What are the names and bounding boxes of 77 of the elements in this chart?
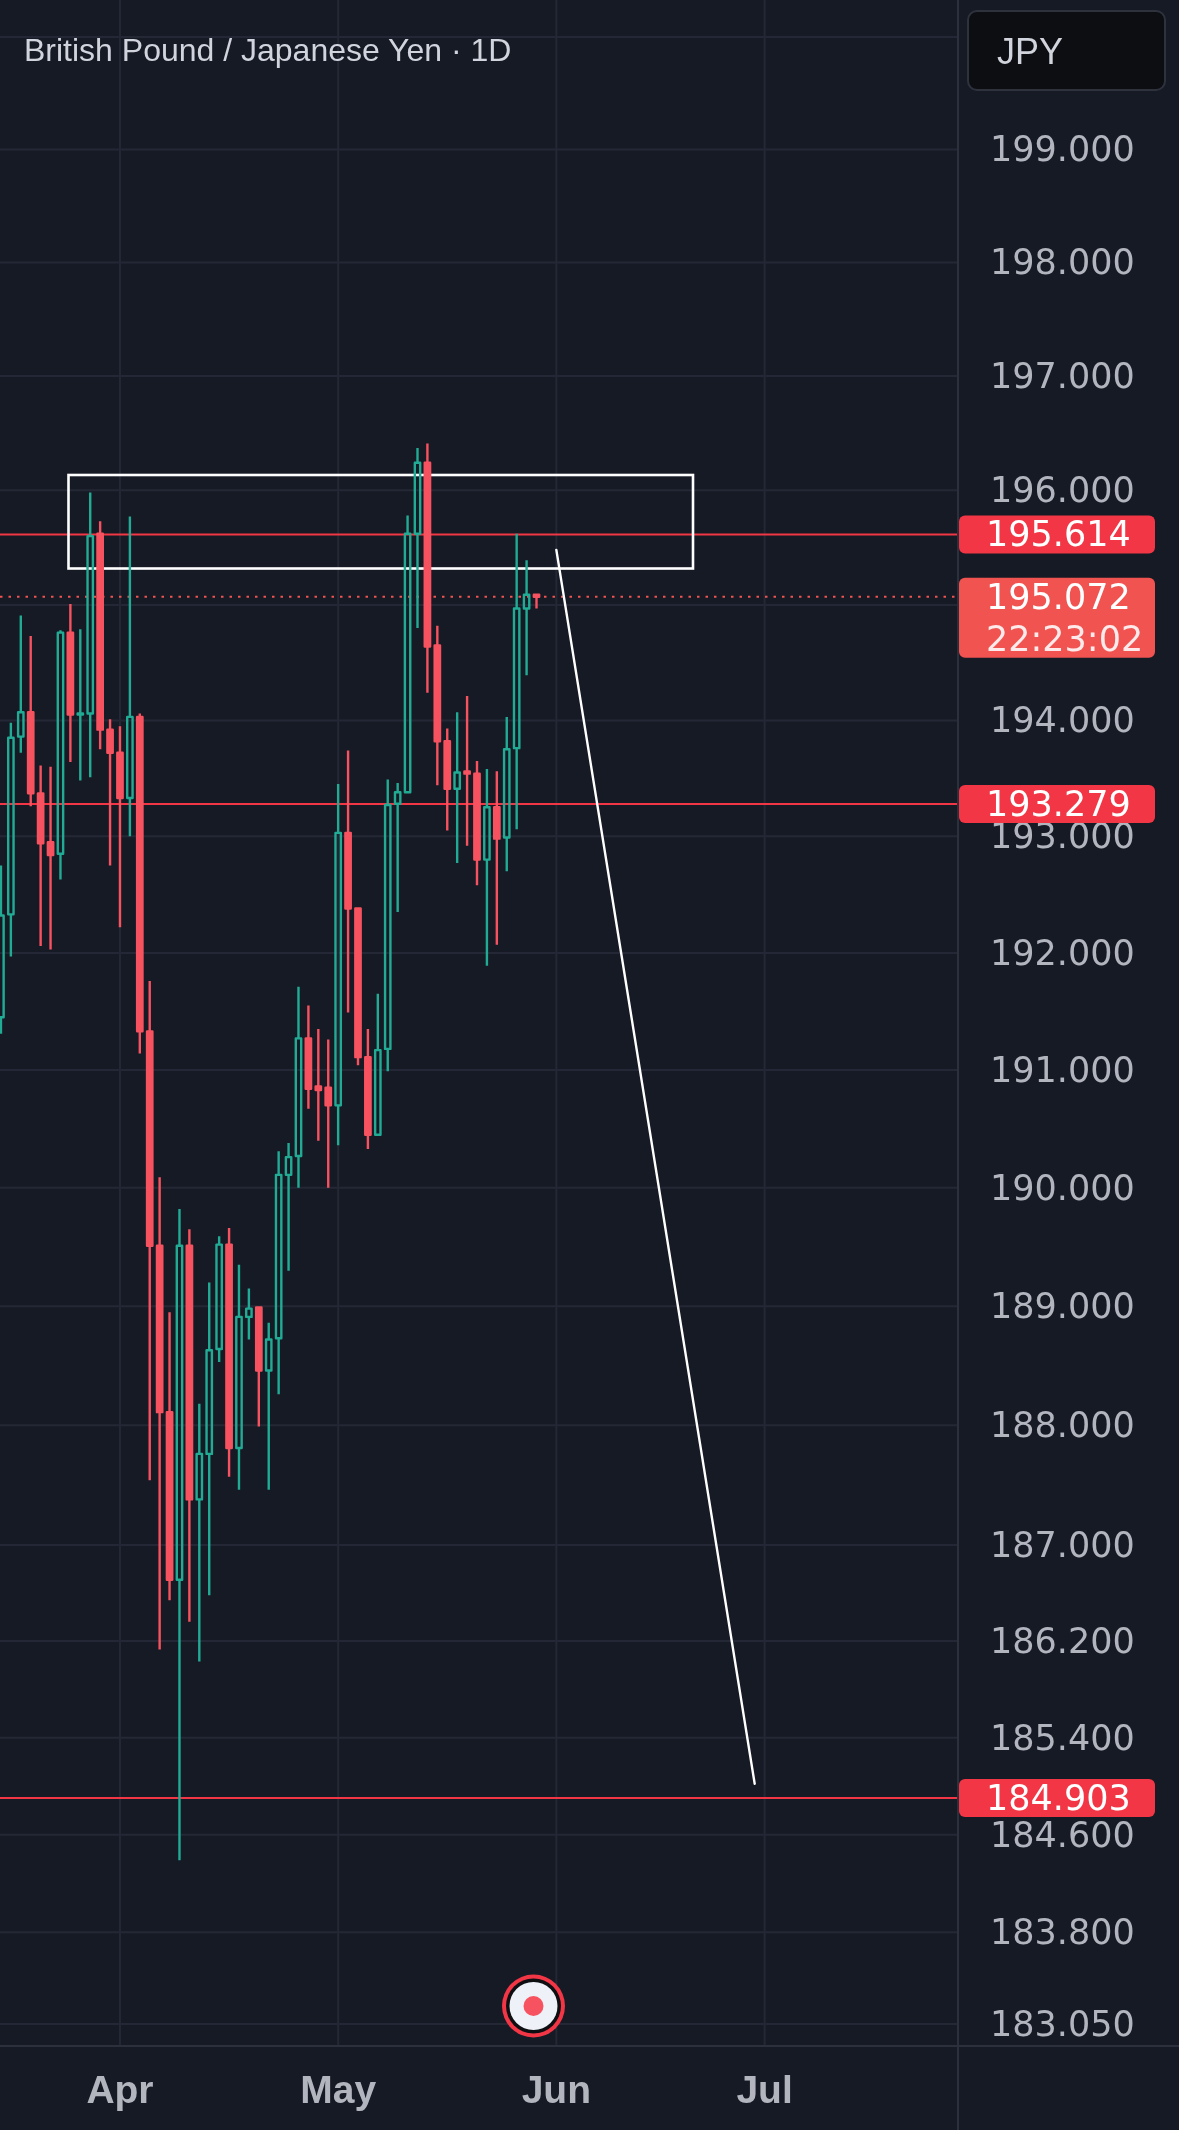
candlestick bbox=[423, 442, 432, 694]
ref-line-label: 195.614 bbox=[986, 514, 1131, 555]
y-tick-label: 196.000 bbox=[990, 470, 1135, 511]
candlestick bbox=[294, 985, 303, 1190]
candlestick bbox=[76, 628, 85, 782]
x-tick-label: Apr bbox=[86, 2067, 154, 2111]
y-tick-label: 191.000 bbox=[990, 1050, 1135, 1091]
candlestick bbox=[66, 602, 75, 764]
candlestick bbox=[473, 759, 481, 887]
candlestick bbox=[373, 992, 382, 1138]
candlestick bbox=[175, 1207, 184, 1862]
y-tick-label: 198.000 bbox=[990, 242, 1135, 283]
candlestick bbox=[205, 1281, 214, 1597]
ref-line-label: 195.072 22:23:02 bbox=[986, 576, 1144, 659]
candlestick bbox=[532, 593, 541, 610]
candlestick bbox=[403, 514, 412, 794]
y-tick-label: 192.000 bbox=[990, 932, 1135, 973]
y-tick-label: 188.000 bbox=[990, 1405, 1135, 1446]
candlestick bbox=[135, 712, 144, 1055]
candlestick bbox=[334, 782, 343, 1147]
y-tick-label: 183.050 bbox=[990, 2003, 1135, 2044]
candlestick bbox=[324, 1038, 333, 1190]
candlestick bbox=[116, 724, 124, 929]
x-tick-label: May bbox=[300, 2067, 377, 2111]
candlestick bbox=[433, 624, 442, 787]
y-tick-label: 194.000 bbox=[990, 700, 1135, 741]
y-axis-title: JPY bbox=[997, 30, 1064, 72]
candlestick bbox=[483, 767, 491, 967]
candlestick bbox=[86, 491, 95, 779]
candlestick bbox=[16, 614, 25, 754]
candlestick bbox=[492, 770, 501, 946]
candlestick bbox=[522, 559, 531, 677]
candlestick bbox=[364, 1027, 372, 1151]
candlestick bbox=[235, 1263, 243, 1491]
y-tick-label: 199.000 bbox=[990, 129, 1135, 170]
candlestick bbox=[314, 1027, 323, 1142]
candlestick bbox=[304, 1004, 313, 1111]
candlestick bbox=[46, 765, 55, 951]
candlestick bbox=[344, 749, 352, 1014]
candlestick bbox=[126, 515, 134, 838]
candlestick bbox=[155, 1176, 164, 1651]
candlestick bbox=[443, 727, 452, 832]
candlestick bbox=[96, 520, 105, 751]
candlestick bbox=[264, 1321, 273, 1491]
y-tick-label: 189.000 bbox=[990, 1286, 1135, 1327]
candlestick bbox=[274, 1150, 283, 1396]
candlestick bbox=[36, 764, 45, 948]
y-tick-label: 183.800 bbox=[990, 1912, 1135, 1953]
y-tick-label: 186.200 bbox=[990, 1621, 1135, 1662]
candlestick bbox=[106, 718, 114, 867]
candlestick bbox=[195, 1402, 204, 1663]
text: British Pound / Japanese Yen · 1D bbox=[24, 32, 512, 68]
x-tick-label: Jun bbox=[521, 2067, 592, 2111]
candlestick bbox=[56, 629, 65, 881]
candlestick bbox=[393, 781, 402, 914]
candlestick bbox=[6, 721, 15, 958]
candlestick bbox=[453, 711, 462, 865]
candlestick bbox=[225, 1226, 233, 1478]
candlestick bbox=[145, 979, 154, 1482]
y-tick-label: 190.000 bbox=[990, 1167, 1135, 1208]
candlestick bbox=[165, 1310, 174, 1602]
y-tick-label: 185.400 bbox=[990, 1717, 1135, 1758]
candlestick bbox=[413, 446, 422, 630]
y-tick-label: 197.000 bbox=[990, 356, 1135, 397]
x-tick-label: Jul bbox=[736, 2067, 793, 2111]
candlestick bbox=[512, 532, 521, 831]
candlestick bbox=[215, 1235, 224, 1364]
candlestick bbox=[383, 778, 392, 1073]
candlestick bbox=[354, 907, 362, 1067]
y-tick-label: 187.000 bbox=[990, 1524, 1135, 1565]
candlestick bbox=[284, 1141, 293, 1272]
candlestick bbox=[463, 694, 471, 847]
candlestick bbox=[245, 1287, 253, 1341]
candlestick bbox=[254, 1305, 263, 1428]
candlestick bbox=[502, 715, 511, 873]
candlestick bbox=[185, 1228, 194, 1624]
candlestick bbox=[26, 634, 35, 808]
